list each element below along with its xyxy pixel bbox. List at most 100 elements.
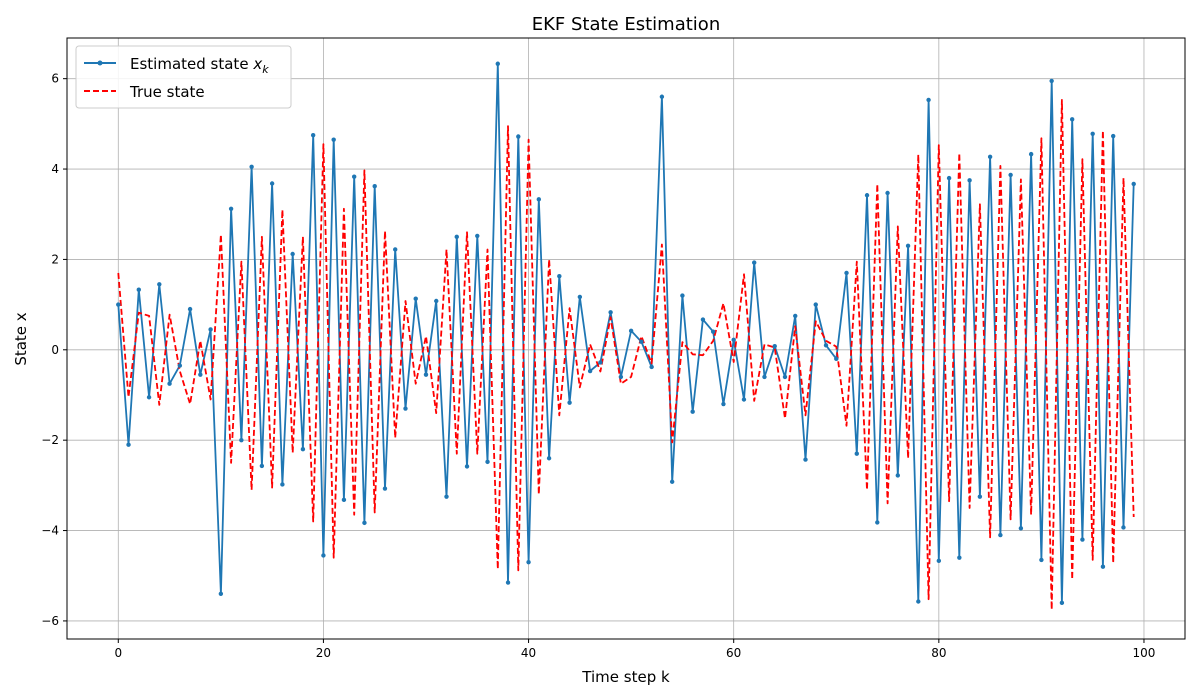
estimated-point: [680, 293, 685, 298]
estimated-point: [372, 184, 377, 189]
legend-label-true: True state: [129, 83, 205, 101]
estimated-point: [269, 181, 275, 186]
series-layer: [116, 61, 1136, 611]
y-tick-label: −4: [41, 524, 59, 538]
estimated-point: [793, 313, 798, 319]
estimated-point: [444, 494, 449, 499]
estimated-point: [393, 247, 398, 252]
estimated-point: [126, 442, 131, 447]
estimated-point: [926, 97, 931, 103]
estimated-point: [536, 197, 542, 202]
estimated-point: [1039, 557, 1044, 563]
estimated-point: [310, 132, 316, 138]
estimated-point: [464, 464, 470, 469]
estimated-point: [454, 234, 459, 240]
estimated-point: [546, 456, 552, 461]
estimated-point: [741, 397, 747, 402]
estimated-point: [1111, 133, 1116, 139]
estimated-point: [864, 193, 870, 198]
x-tick-label: 80: [931, 646, 946, 660]
estimated-point: [239, 437, 244, 443]
y-tick-label: 0: [51, 343, 59, 357]
estimated-point: [1131, 181, 1136, 187]
estimated-point: [916, 599, 921, 604]
estimated-point: [598, 360, 603, 365]
estimated-point: [351, 174, 357, 179]
estimated-point: [116, 302, 121, 307]
estimated-point: [998, 532, 1003, 538]
estimated-point: [331, 137, 336, 142]
chart-title: EKF State Estimation: [532, 14, 720, 35]
series-line-true: [117, 99, 1135, 611]
estimated-point: [577, 294, 583, 300]
estimated-point: [146, 395, 152, 400]
estimated-point: [721, 401, 726, 407]
estimated-point: [1121, 525, 1126, 530]
estimated-point: [485, 459, 490, 465]
estimated-point: [1080, 537, 1085, 542]
estimated-point: [772, 343, 777, 349]
estimated-point: [782, 374, 788, 380]
estimated-point: [844, 270, 849, 276]
estimated-point: [659, 94, 665, 99]
estimated-point: [946, 175, 952, 181]
legend-marker-estimated: [97, 60, 103, 66]
estimated-point: [875, 520, 880, 525]
estimated-point: [567, 400, 572, 405]
y-axis-label: State x: [12, 312, 30, 365]
estimated-point: [157, 282, 162, 287]
estimated-point: [1069, 117, 1075, 122]
estimated-point: [167, 381, 172, 386]
estimated-point: [669, 479, 675, 484]
estimated-point: [813, 302, 818, 307]
estimated-point: [526, 559, 531, 565]
estimated-point: [823, 343, 829, 348]
estimated-point: [413, 296, 418, 301]
estimated-point: [290, 251, 295, 257]
x-tick-label: 100: [1133, 646, 1156, 660]
estimated-point: [300, 447, 306, 452]
axes-frame: [66, 37, 1186, 640]
y-tick-label: 2: [51, 252, 59, 266]
estimated-point: [967, 178, 972, 183]
estimated-point: [957, 555, 962, 560]
estimated-point: [249, 164, 254, 169]
tick-layer: 0 20 40 60 80 100 −6 −4 −2 0 2 4 6: [41, 72, 1155, 660]
estimated-point: [403, 406, 408, 411]
estimated-point: [710, 329, 716, 334]
estimated-point: [475, 233, 480, 239]
estimated-point: [895, 473, 901, 478]
estimated-point: [208, 327, 213, 332]
estimated-point: [905, 243, 911, 249]
estimated-point: [177, 363, 183, 368]
y-tick-label: 4: [51, 162, 59, 176]
estimated-point: [434, 298, 439, 304]
estimated-point: [618, 374, 624, 380]
estimated-point: [762, 374, 767, 380]
estimated-point: [690, 409, 695, 414]
estimated-point: [649, 364, 654, 370]
estimated-point: [1090, 131, 1095, 136]
estimated-point: [187, 306, 193, 312]
estimated-point: [505, 580, 511, 585]
legend-box: [75, 45, 292, 109]
estimated-point: [218, 591, 224, 597]
estimated-point: [259, 463, 265, 469]
estimated-point: [639, 339, 644, 344]
legend-label-estimated: Estimated state xk: [130, 55, 269, 76]
estimated-point: [608, 310, 613, 315]
estimated-point: [1100, 564, 1106, 569]
estimated-point: [495, 61, 500, 66]
estimated-point: [198, 372, 203, 377]
estimated-point: [587, 368, 593, 374]
estimated-point: [382, 486, 388, 491]
estimated-point: [834, 356, 839, 362]
estimated-point: [516, 134, 521, 139]
estimated-point: [987, 154, 993, 160]
grid: [67, 38, 1185, 639]
estimated-point: [752, 260, 757, 265]
x-axis-label: Time step k: [581, 668, 670, 686]
estimated-point: [557, 273, 562, 279]
x-tick-label: 40: [521, 646, 536, 660]
